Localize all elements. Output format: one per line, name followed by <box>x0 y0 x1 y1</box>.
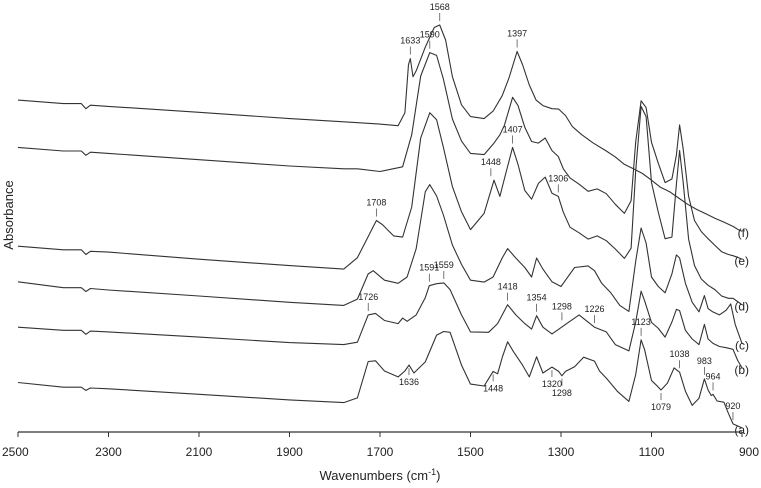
peak-label-983-17: 983 <box>697 356 712 366</box>
peak-label-1448-5: 1448 <box>481 157 501 167</box>
x-axis-title-close: ) <box>436 468 440 483</box>
peak-label-964-18: 964 <box>706 371 721 381</box>
peak-label-1636-20: 1636 <box>399 377 419 387</box>
series-line-e <box>17 52 743 260</box>
series-line-c <box>17 184 743 344</box>
x-tick-label-2100: 2100 <box>186 445 213 459</box>
peak-label-1708-7: 1708 <box>366 198 386 208</box>
x-tick-label-2300: 2300 <box>95 445 122 459</box>
peak-label-1079-24: 1079 <box>651 402 671 412</box>
peak-label-1397-2: 1397 <box>507 28 527 38</box>
series-label-a: (a) <box>734 423 749 437</box>
x-tick-label-1100: 1100 <box>639 445 665 459</box>
x-axis-title: Wavenumbers (cm-1) <box>320 467 441 483</box>
y-axis-title: Absorbance <box>1 180 16 249</box>
peak-label-920-19: 920 <box>725 401 740 411</box>
x-axis: 2500 2300 2100 1900 1700 1500 1300 1100 900 <box>2 431 759 459</box>
peak-label-1298-23: 1298 <box>552 388 572 398</box>
x-axis-title-sup: -1 <box>428 467 436 477</box>
peak-label-1590-3: 1590 <box>420 30 440 40</box>
peak-label-1726-9: 1726 <box>358 292 378 302</box>
x-tick-label-1900: 1900 <box>276 445 303 459</box>
x-axis-title-main: Wavenumbers (cm <box>320 468 429 483</box>
peak-label-1298-13: 1298 <box>552 301 572 311</box>
peak-label-1354-12: 1354 <box>527 293 547 303</box>
series-label-b: (b) <box>734 363 749 377</box>
x-tick-label-900: 900 <box>739 445 759 459</box>
peak-label-1123-15: 1123 <box>631 317 650 327</box>
peak-label-1568-0: 1568 <box>430 2 450 12</box>
peak-label-1320-22: 1320 <box>542 379 562 389</box>
x-tick-label-1700: 1700 <box>367 445 394 459</box>
x-tick-label-1300: 1300 <box>548 445 575 459</box>
series-label-c: (c) <box>735 338 749 352</box>
peak-label-1418-11: 1418 <box>498 282 518 292</box>
peak-label-1407-4: 1407 <box>503 124 523 134</box>
peak-label-1448-21: 1448 <box>483 383 503 393</box>
peak-label-1591-8: 1591 <box>419 263 439 273</box>
series-line-f <box>17 24 743 232</box>
series-layer: (a) (b) (c) (d) (e) (f) <box>17 24 749 437</box>
series-label-e: (e) <box>734 254 749 268</box>
peak-labels-layer: 1568 1633 1397 1590 1407 1448 1306 1708 1591 1726… <box>358 2 740 420</box>
series-line-a <box>17 330 743 429</box>
series-label-f: (f) <box>738 226 749 240</box>
x-tick-label-2500: 2500 <box>2 445 29 459</box>
peak-label-1306-6: 1306 <box>548 173 568 183</box>
series-line-b <box>17 282 743 369</box>
peak-label-1038-16: 1038 <box>670 349 690 359</box>
series-label-d: (d) <box>734 300 749 314</box>
peak-label-1226-14: 1226 <box>584 304 604 314</box>
x-tick-label-1500: 1500 <box>457 445 484 459</box>
series-line-d <box>17 105 743 306</box>
peak-label-1633-1: 1633 <box>400 36 420 46</box>
peak-label-1559-10: 1559 <box>434 260 454 270</box>
